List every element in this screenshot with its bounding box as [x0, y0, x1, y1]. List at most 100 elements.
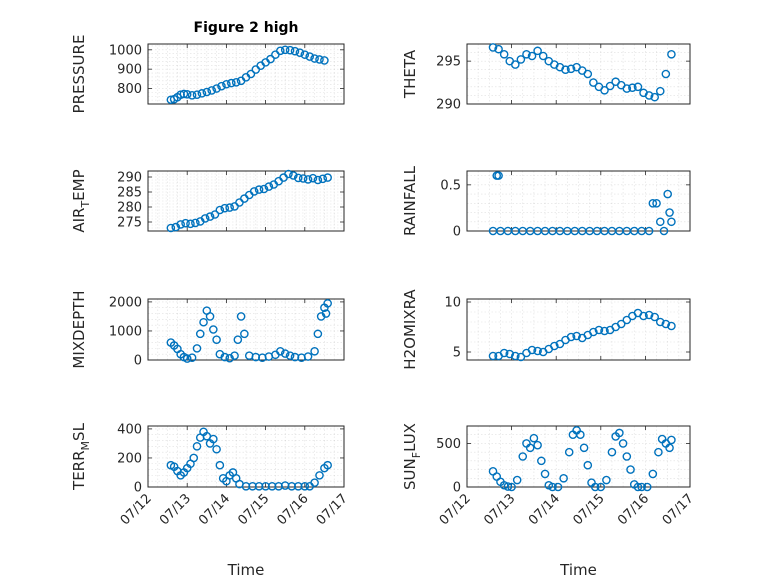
y-tick-label: 290: [436, 98, 461, 113]
data-point: [254, 185, 264, 194]
data-point: [182, 90, 192, 99]
axes-frame: [147, 298, 345, 361]
data-point: [285, 45, 295, 55]
y-tick-label: 0: [134, 481, 142, 496]
y-axis-label: THETA: [401, 49, 419, 99]
data-point: [186, 219, 195, 229]
y-tick-label: 800: [117, 82, 142, 97]
data-point: [321, 309, 331, 318]
data-point: [615, 428, 624, 438]
data-point: [527, 51, 537, 61]
data-point: [618, 439, 628, 448]
data-point: [525, 443, 535, 453]
data-point: [566, 64, 576, 74]
data-point: [540, 469, 550, 479]
data-point: [266, 54, 275, 64]
data-point: [633, 82, 643, 92]
data-point: [289, 171, 298, 180]
data-point: [300, 50, 310, 59]
data-point: [179, 89, 189, 99]
data-point: [642, 482, 652, 492]
data-point: [298, 174, 308, 183]
data-point: [246, 69, 256, 79]
y-tick-label: 290: [117, 171, 142, 186]
y-axis-label: AIRTEMP: [70, 169, 92, 232]
y-axis-label: MIXDEPTH: [70, 290, 88, 368]
data-point: [295, 48, 305, 58]
data-point: [661, 69, 671, 79]
data-point: [665, 208, 674, 217]
data-point: [308, 173, 318, 183]
data-point: [293, 173, 303, 183]
data-point: [192, 344, 202, 353]
data-point: [655, 86, 665, 96]
data-point: [572, 331, 581, 341]
data-point: [181, 218, 190, 228]
data-point: [318, 174, 328, 184]
data-point: [518, 452, 528, 461]
data-point: [622, 452, 632, 461]
data-point: [191, 218, 200, 228]
data-point: [217, 81, 226, 91]
data-point: [209, 434, 218, 444]
data-point: [284, 169, 293, 179]
y-tick-label: 295: [436, 55, 461, 70]
data-point: [222, 79, 231, 89]
data-point: [507, 482, 516, 492]
y-tick-label: 500: [436, 437, 461, 452]
data-point: [220, 203, 230, 213]
data-point: [665, 443, 674, 453]
data-point: [199, 317, 208, 327]
data-point: [300, 481, 310, 491]
data-point: [533, 346, 542, 356]
data-point: [628, 83, 637, 93]
subplot-pressure: 800 900 1000 PRESSURE Figure 2 high: [70, 20, 345, 114]
data-point: [596, 482, 606, 492]
data-point: [499, 348, 509, 358]
y-tick-label: 2000: [109, 295, 142, 310]
data-point: [212, 84, 221, 93]
data-point: [667, 49, 676, 59]
data-point: [655, 317, 665, 327]
y-tick-label: 0: [453, 225, 461, 240]
data-point: [315, 471, 324, 480]
data-point: [659, 226, 669, 236]
y-axis-label: TERRMSL: [70, 422, 92, 491]
data-point: [650, 92, 659, 102]
y-axis-label: PRESSURE: [70, 35, 88, 114]
y-tick-label: 275: [117, 216, 142, 231]
data-point: [233, 335, 243, 344]
data-point: [654, 447, 663, 457]
data-point: [550, 341, 559, 351]
x-axis-label: Time: [559, 561, 597, 579]
data-point: [605, 81, 615, 91]
data-point: [594, 325, 604, 335]
data-point: [576, 430, 585, 440]
axes-frame: [466, 170, 691, 232]
data-point: [215, 460, 225, 470]
data-point: [313, 175, 323, 185]
data-point: [559, 473, 568, 483]
data-point: [225, 203, 234, 212]
y-tick-label: 900: [117, 63, 142, 78]
data-point: [527, 345, 537, 355]
data-point: [622, 84, 632, 93]
y-tick-label: 1000: [109, 43, 142, 58]
data-point: [310, 54, 319, 63]
data-point: [488, 351, 498, 361]
data-point: [512, 475, 522, 485]
data-point: [633, 482, 643, 492]
data-point: [583, 460, 593, 470]
data-point: [220, 352, 230, 362]
data-point: [323, 299, 332, 308]
data-point: [564, 447, 574, 457]
data-point: [499, 49, 509, 59]
data-point: [275, 46, 285, 56]
data-point: [285, 351, 295, 360]
data-point: [644, 91, 654, 100]
data-point: [648, 469, 658, 479]
data-point: [171, 222, 181, 232]
data-point: [566, 332, 576, 342]
